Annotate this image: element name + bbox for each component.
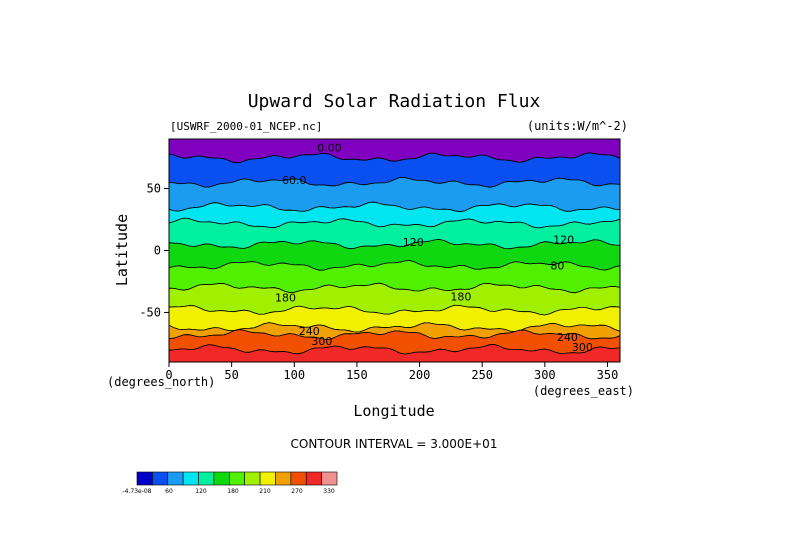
contour-label-10: 300 xyxy=(572,341,593,354)
colorbar-label-1: 60 xyxy=(165,488,173,495)
heatmap-area xyxy=(168,138,621,363)
colorbar-swatch-0 xyxy=(136,471,153,486)
x-tick-label-0: 0 xyxy=(165,368,172,382)
colorbar-swatch-9 xyxy=(275,471,292,486)
colorbar-label-6: 330 xyxy=(323,488,335,495)
y-axis-label: Latitude xyxy=(113,214,131,286)
contour-label-1: 60.0 xyxy=(282,174,307,187)
colorbar-swatch-12 xyxy=(321,471,338,486)
x-axis-unit-label: (degrees_east) xyxy=(533,384,634,398)
axes: 0 50 100 150 200 250 300 350 -50 0 50 xyxy=(139,182,618,382)
contour-label-3: 120 xyxy=(553,233,574,246)
colorbar-swatch-6 xyxy=(229,471,245,486)
x-tick-label-200: 200 xyxy=(409,368,431,382)
y-tick-label--50: -50 xyxy=(139,305,161,319)
colorbar-label-4: 210 xyxy=(259,488,271,495)
file-label: [USWRF_2000-01_NCEP.nc] xyxy=(170,120,322,133)
contour-label-4: 80 xyxy=(550,259,564,272)
x-axis-label: Longitude xyxy=(353,402,434,420)
x-tick-label-50: 50 xyxy=(224,368,238,382)
colorbar-swatch-2 xyxy=(167,471,184,486)
colorbar-label-3: 180 xyxy=(227,488,239,495)
colorbar-swatch-1 xyxy=(152,471,169,486)
contour-interval-text: CONTOUR INTERVAL = 3.000E+01 xyxy=(291,437,498,451)
contour-label-5: 180 xyxy=(275,292,296,305)
colorbar: -4.73e-08 60 120 180 210 270 330 xyxy=(122,471,338,495)
colorbar-swatch-7 xyxy=(244,471,261,486)
x-tick-label-100: 100 xyxy=(283,368,305,382)
x-tick-label-350: 350 xyxy=(597,368,619,382)
colorbar-swatch-10 xyxy=(290,471,307,486)
colorbar-label-0: -4.73e-08 xyxy=(122,488,151,495)
colorbar-swatch-5 xyxy=(213,471,230,486)
y-tick-label-50: 50 xyxy=(147,182,161,196)
colorbar-swatch-8 xyxy=(259,471,276,486)
colorbar-label-5: 270 xyxy=(291,488,303,495)
contour-label-9: 300 xyxy=(311,335,332,348)
x-tick-label-150: 150 xyxy=(346,368,368,382)
contour-label-8: 240 xyxy=(557,331,578,344)
contour-label-2: 120 xyxy=(403,236,424,249)
y-tick-label-0: 0 xyxy=(154,244,161,258)
contour-label-6: 180 xyxy=(450,290,471,303)
colorbar-swatch-4 xyxy=(198,471,215,486)
x-tick-label-250: 250 xyxy=(471,368,493,382)
units-label: (units:W/m^-2) xyxy=(527,119,628,133)
colorbar-swatch-11 xyxy=(305,471,322,486)
y-axis-unit-label: (degrees_north) xyxy=(107,375,215,389)
x-tick-label-300: 300 xyxy=(534,368,556,382)
contour-label-0: 0.00 xyxy=(317,142,342,155)
colorbar-swatch-3 xyxy=(182,471,199,486)
contour-label-7: 240 xyxy=(299,325,320,338)
chart-title: Upward Solar Radiation Flux xyxy=(248,91,541,112)
colorbar-label-2: 120 xyxy=(195,488,207,495)
